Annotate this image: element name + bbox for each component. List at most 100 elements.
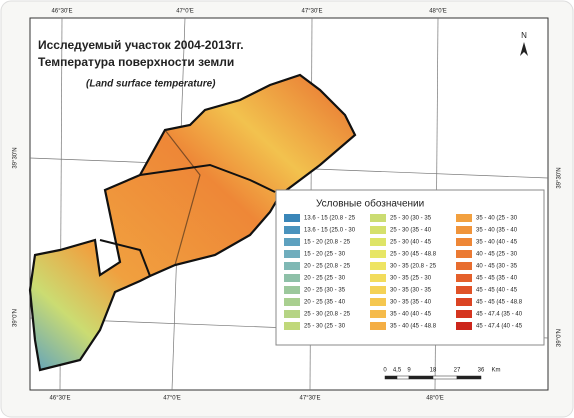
legend-label: 45 - 47.4 (40 - 45 [476,324,523,330]
title: Исследуемый участок 2004-2013гг. [38,38,244,52]
scale-label: 36 [478,368,485,374]
legend-swatch [284,274,300,282]
left-label: 39°0'N [13,309,19,327]
legend-label: 20 - 25 (20.8 - 25 [304,264,351,270]
legend-label: 25 - 30 (25 - 30 [304,324,346,330]
legend-label: 35 - 40 (35 - 40 [476,228,518,234]
legend-label: 30 - 35 (35 - 40 [390,300,432,306]
legend-swatch [370,214,386,222]
district-border [164,129,201,266]
legend-label: 15 - 20 (25 - 30 [304,252,346,258]
legend-label: 25 - 30 (30 - 35 [390,216,432,222]
left-label: 39°30'N [13,147,19,168]
legend-swatch [370,298,386,306]
legend-swatch [456,262,472,270]
legend-swatch [370,310,386,318]
legend-swatch [370,262,386,270]
legend-swatch [370,322,386,330]
study-area [28,73,357,372]
legend-label: 15 - 20 (20.8 - 25 [304,240,351,246]
bottom-label: 47°30'E [300,396,321,402]
legend-label: 40 - 45 (25 - 30 [476,252,518,258]
graticule-labels: 46°30'E 47°0'E 47°30'E 48°0'E 46°30'E 47°0'E 4… [13,9,563,402]
legend-label: 30 - 35 (20.8 - 25 [390,264,437,270]
title: Температура поверхности земли [38,55,234,69]
legend-label: 35 - 40 (25 - 30 [476,216,518,222]
legend-label: 35 - 40 (45 - 48.8 [390,324,437,330]
scale-label: Km [492,368,501,374]
legend-swatch [456,226,472,234]
scale-label: 4,5 [393,368,402,374]
legend-label: 13.6 - 15 (20.8 - 25 [304,216,356,222]
legend-label: 40 - 45 (30 - 35 [476,264,518,270]
legend-label: 45 - 47.4 (35 - 40 [476,312,523,318]
district-border [139,163,276,193]
right-label: 39°30'N [557,167,563,188]
legend-swatch [370,286,386,294]
legend-swatch [456,298,472,306]
legend-label: 25 - 30 (35 - 40 [390,228,432,234]
legend-label: 30 - 35 (25 - 30 [390,276,432,282]
legend-label: 20 - 25 (30 - 35 [304,288,346,294]
legend-swatch [284,298,300,306]
legend-label: 25 - 30 (40 - 45 [390,240,432,246]
scale-bar: 0 4,5 9 18 27 36 Km [383,368,501,380]
subtitle: (Land surface temperature) [86,79,216,90]
scale-segment [432,375,458,380]
district-border [99,239,151,277]
legend-swatch [284,250,300,258]
legend-swatch [456,250,472,258]
legend-label: 45 - 45 (40 - 45 [476,288,518,294]
legend-swatch [456,286,472,294]
legend-swatch [370,238,386,246]
north-arrow [520,42,528,56]
legend-swatch [284,262,300,270]
scale-segment [456,375,482,380]
legend-swatch [284,310,300,318]
top-label: 47°0'E [176,9,194,15]
scale-label: 27 [454,368,461,374]
right-label: 39°0'N [557,329,563,347]
legend-label: 20 - 25 (35 - 40 [304,300,346,306]
legend-swatch [284,322,300,330]
legend-label: 35 - 40 (40 - 45 [390,312,432,318]
scale-label: 9 [407,368,411,374]
legend-label: 45 - 45 (45 - 48.8 [476,300,523,306]
legend-swatch [284,226,300,234]
legend-swatch [456,214,472,222]
top-label: 46°30'E [52,9,73,15]
scale-label: 0 [383,368,387,374]
legend-title: Условные обозначении [316,198,424,210]
scale-label: 18 [430,368,437,374]
legend-swatch [456,310,472,318]
scale-segment [396,375,410,380]
legend-items: 13.6 - 15 (20.8 - 25 13.6 - 15 (25.0 - 30… [284,214,523,330]
legend-label: 20 - 25 (25 - 30 [304,276,346,282]
top-label: 47°30'E [302,9,323,15]
bottom-label: 47°0'E [163,396,181,402]
legend-box [275,189,545,346]
bottom-label: 48°0'E [426,396,444,402]
legend-label: 30 - 35 (30 - 35 [390,288,432,294]
bottom-label: 46°30'E [50,396,71,402]
legend-swatch [370,274,386,282]
legend-swatch [284,238,300,246]
legend-label: 13.6 - 15 (25.0 - 30 [304,228,356,234]
scale-segment [408,375,434,380]
north-label: N [521,31,527,40]
legend-swatch [370,226,386,234]
legend-swatch [456,322,472,330]
legend-swatch [370,250,386,258]
legend-swatch [284,214,300,222]
legend-swatch [284,286,300,294]
legend-swatch [456,274,472,282]
legend-label: 25 - 30 (45 - 48.8 [390,252,437,258]
legend-swatch [456,238,472,246]
legend-label: 35 - 40 (40 - 45 [476,240,518,246]
scale-segment [384,375,398,380]
legend-label: 45 - 45 (35 - 40 [476,276,518,282]
top-label: 48°0'E [429,9,447,15]
legend-label: 25 - 30 (20.8 - 25 [304,312,351,318]
